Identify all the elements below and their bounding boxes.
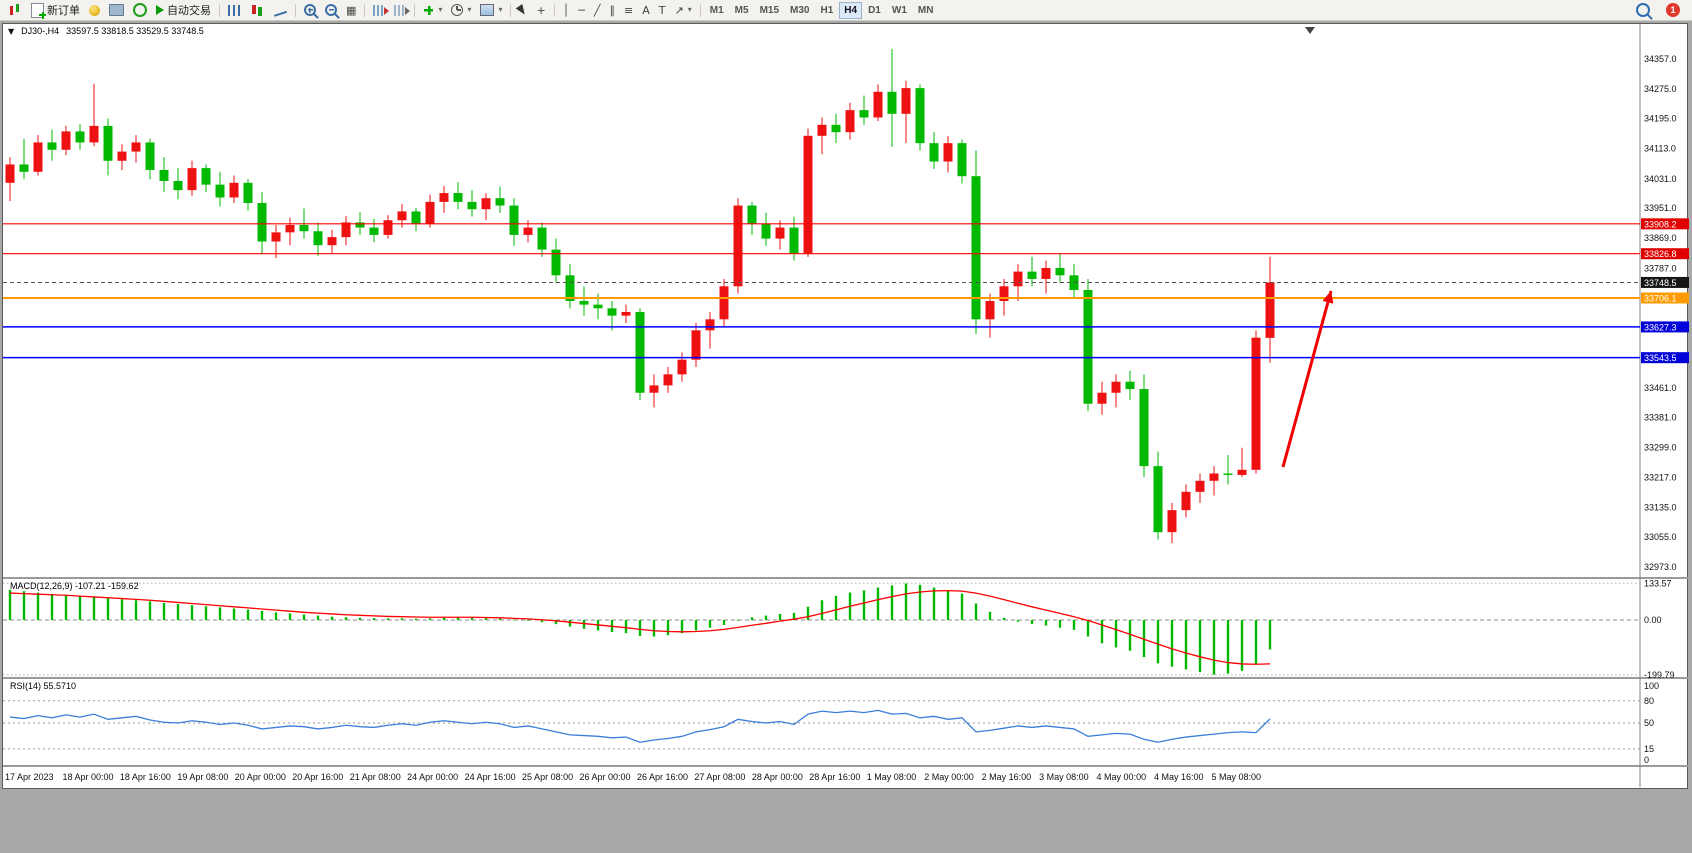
arrows-tool-icon: ↗: [674, 3, 684, 17]
toolbar-separator: [364, 3, 366, 17]
templates-button[interactable]: ▾: [476, 1, 506, 19]
chevron-down-icon: ▾: [467, 5, 472, 14]
chart-symbol-period: DJ30-,H4: [21, 26, 60, 36]
chart-window[interactable]: [2, 23, 1688, 789]
toolbar: 新订单 自动交易 ▦ ▾ ▾ ▾ + │ ─ ╱ ∥ ≡ A T ↗ ▾ M1 M…: [0, 0, 1692, 21]
horizontal-line-button[interactable]: ─: [574, 1, 589, 19]
zoom-out-icon: [325, 4, 337, 16]
search-icon: [1636, 3, 1650, 17]
line-chart-icon: [273, 4, 287, 17]
equidistant-channel-button[interactable]: ∥: [606, 1, 620, 19]
channel-icon: ∥: [609, 3, 616, 17]
timeframe-h1-button[interactable]: H1: [815, 2, 838, 19]
timeframe-m5-button[interactable]: M5: [730, 2, 754, 19]
indicators-icon: [423, 4, 435, 16]
print-icon: [109, 4, 124, 16]
auto-scroll-icon: [373, 4, 390, 16]
toolbar-separator: [414, 3, 416, 17]
cursor-icon: [516, 3, 531, 20]
zoom-out-button[interactable]: [321, 1, 341, 19]
trendline-icon: ╱: [593, 3, 601, 17]
chevron-down-icon: ▾: [687, 5, 692, 14]
toolbar-separator: [699, 3, 701, 17]
toolbar-right-group: 1: [1632, 1, 1680, 19]
print-button[interactable]: [105, 1, 128, 19]
chevron-down-icon: ▾: [438, 5, 443, 14]
timeframe-h4-button[interactable]: H4: [839, 1, 863, 19]
macd-indicator-label: MACD(12,26,9) -107.21 -159.62: [10, 581, 139, 591]
auto-scroll-button[interactable]: [369, 1, 390, 19]
chart-shift-button[interactable]: [390, 1, 411, 19]
mql-community-icon: [89, 4, 100, 16]
indicators-button[interactable]: ▾: [419, 1, 446, 19]
zoom-in-icon: [304, 4, 316, 16]
tile-windows-icon: ▦: [346, 3, 357, 17]
toolbar-separator: [295, 3, 296, 17]
vertical-line-button[interactable]: │: [559, 1, 574, 19]
new-order-label: 新订单: [47, 5, 80, 17]
toolbar-separator: [553, 3, 555, 17]
candlestick-chart-icon: [250, 4, 264, 17]
search-button[interactable]: [1632, 1, 1654, 19]
text-button[interactable]: A: [638, 1, 654, 19]
cursor-button[interactable]: [515, 1, 531, 20]
horizontal-line-icon: ─: [578, 3, 585, 17]
fibonacci-icon: ≡: [624, 3, 634, 17]
rsi-indicator-label: RSI(14) 55.5710: [10, 681, 77, 691]
new-chart-icon: [8, 3, 22, 17]
timeframe-m15-button[interactable]: M15: [755, 2, 784, 19]
text-label-button[interactable]: T: [655, 1, 670, 19]
new-chart-button[interactable]: [4, 1, 26, 19]
zoom-in-button[interactable]: [300, 1, 320, 19]
toolbar-separator: [510, 3, 512, 17]
timeframe-m1-button[interactable]: M1: [705, 2, 729, 19]
timeframe-mn-button[interactable]: MN: [913, 2, 939, 19]
fibonacci-button[interactable]: ≡: [620, 1, 637, 19]
timeframe-w1-button[interactable]: W1: [887, 2, 912, 19]
crosshair-icon: +: [536, 3, 546, 17]
line-chart-button[interactable]: [269, 1, 291, 19]
trendline-button[interactable]: ╱: [590, 1, 605, 19]
bar-chart-button[interactable]: [224, 1, 245, 19]
periods-button[interactable]: ▾: [447, 1, 475, 19]
chart-title: ▼ DJ30-,H4 33597.5 33818.5 33529.5 33748…: [8, 26, 204, 36]
auto-trading-button[interactable]: 自动交易: [152, 1, 215, 19]
toolbar-separator: [219, 3, 220, 17]
refresh-button[interactable]: [129, 1, 151, 19]
bar-chart-icon: [228, 4, 241, 16]
refresh-icon: [133, 3, 147, 17]
text-label-icon: T: [658, 3, 666, 17]
arrows-tool-button[interactable]: ↗ ▾: [671, 1, 696, 19]
mql-community-button[interactable]: [85, 1, 104, 19]
text-tool-icon: A: [642, 3, 650, 17]
auto-trading-label: 自动交易: [167, 5, 211, 17]
template-icon: [480, 4, 495, 16]
vertical-line-icon: │: [562, 3, 570, 17]
new-order-icon: [31, 2, 47, 20]
crosshair-button[interactable]: +: [532, 1, 549, 19]
tile-windows-button[interactable]: ▦: [342, 1, 360, 19]
auto-trading-icon: [156, 5, 164, 15]
chart-ohlc: 33597.5 33818.5 33529.5 33748.5: [66, 26, 204, 36]
timeframe-m30-button[interactable]: M30: [785, 2, 814, 19]
candlestick-chart-button[interactable]: [246, 1, 268, 19]
chart-shift-icon: [394, 4, 411, 16]
window-menu-icon[interactable]: ▼: [8, 26, 15, 36]
clock-icon: [451, 4, 464, 16]
notification-badge[interactable]: 1: [1666, 3, 1680, 17]
chevron-down-icon: ▾: [498, 5, 503, 14]
new-order-button[interactable]: 新订单: [27, 1, 84, 20]
timeframe-d1-button[interactable]: D1: [863, 2, 886, 19]
